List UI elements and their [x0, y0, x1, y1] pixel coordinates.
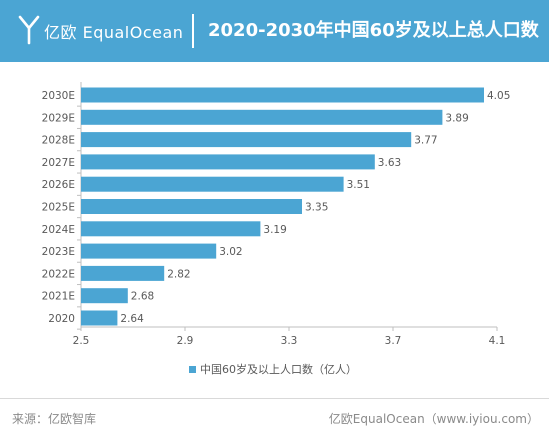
header-banner: 亿欧 EqualOcean 2020-2030年中国60岁及以上总人口数 [0, 0, 549, 62]
y-tick-label: 2026E [42, 179, 75, 191]
y-tick-label: 2027E [42, 157, 75, 169]
bar [81, 243, 217, 259]
legend-label: 中国60岁及以上人口数（亿人） [200, 362, 357, 376]
y-tick-label: 2030E [42, 90, 75, 102]
bar [81, 154, 375, 170]
page-title: 2020-2030年中国60岁及以上总人口数 [208, 20, 539, 41]
x-tick-label: 2.5 [73, 335, 90, 347]
x-tick-label: 2.9 [177, 335, 194, 347]
data-label: 3.19 [263, 224, 286, 236]
y-tick-label: 2028E [42, 135, 75, 147]
y-tick-label: 2024E [42, 224, 75, 236]
y-tick-label: 2029E [42, 112, 75, 124]
bar [81, 199, 302, 214]
footer-source: 来源：亿欧智库 [12, 412, 97, 426]
bar [81, 221, 261, 237]
legend-swatch [189, 366, 196, 373]
data-label: 2.64 [120, 313, 144, 325]
x-tick-label: 3.7 [385, 335, 402, 347]
y-tick-label: 2023E [42, 246, 75, 258]
x-tick-label: 3.3 [281, 335, 298, 347]
data-label: 3.77 [414, 135, 437, 147]
data-label: 3.63 [378, 157, 401, 169]
y-tick-label: 2022E [42, 268, 75, 280]
bar [81, 288, 128, 304]
x-tick-label: 4.1 [489, 335, 506, 347]
y-tick-label: 2020 [48, 313, 75, 325]
data-label: 3.02 [219, 246, 242, 258]
header-divider [192, 14, 194, 48]
data-label: 3.89 [445, 112, 468, 124]
bar [81, 176, 344, 192]
footer-divider [0, 398, 549, 399]
bar [81, 265, 165, 281]
bar [81, 132, 412, 148]
data-label: 3.35 [305, 202, 328, 214]
bar [81, 109, 443, 125]
bar-chart: 2030E 4.05 2029E 3.89 2028E 3.77 2027E 3.63 2026… [42, 82, 510, 376]
y-tick-label: 2025E [42, 202, 75, 214]
y-tick-label: 2021E [42, 291, 75, 303]
data-label: 3.51 [347, 179, 370, 191]
footer-brand: 亿欧EqualOcean（www.iyiou.com） [328, 412, 539, 426]
logo-text: 亿欧 EqualOcean [44, 23, 184, 42]
data-label: 4.05 [487, 90, 510, 102]
data-label: 2.82 [167, 268, 190, 280]
bar [81, 310, 118, 326]
bar [81, 87, 484, 103]
data-label: 2.68 [131, 291, 154, 303]
logo-icon [18, 15, 40, 45]
